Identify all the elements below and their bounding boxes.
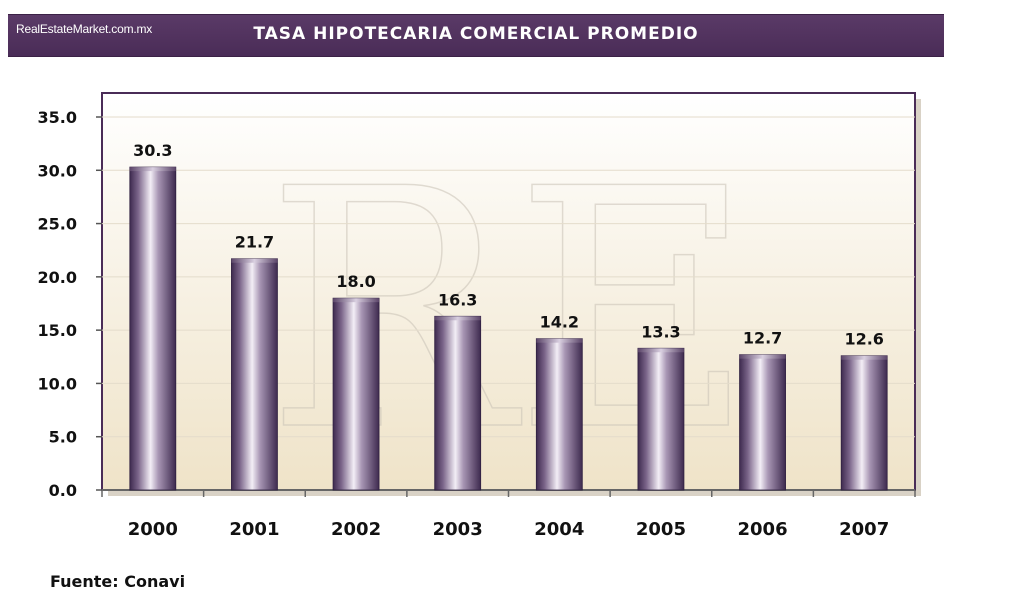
x-tick-label: 2003: [433, 519, 483, 540]
y-tick-label: 35.0: [38, 108, 77, 127]
bar-value-label: 14.2: [540, 313, 579, 332]
bar-value-label: 30.3: [133, 141, 172, 160]
y-tick-label: 20.0: [38, 268, 77, 287]
x-tick-label: 2006: [738, 519, 788, 540]
bar: [637, 347, 685, 491]
source-note: Fuente: Conavi: [50, 572, 186, 591]
x-tick-label: 2002: [331, 519, 381, 540]
bar-cap: [231, 258, 278, 263]
x-tick-label: 2000: [128, 519, 178, 540]
bar: [231, 258, 278, 491]
bar-value-label: 18.0: [336, 272, 375, 291]
y-tick-label: 30.0: [38, 161, 77, 180]
bar: [129, 166, 177, 491]
y-tick-label: 15.0: [38, 321, 77, 340]
title-banner: RealEstateMarket.com.mx TASA HIPOTECARIA…: [8, 14, 944, 57]
x-tick-label: 2001: [229, 519, 279, 540]
bar-value-label: 21.7: [235, 233, 274, 252]
chart-title: TASA HIPOTECARIA COMERCIAL PROMEDIO: [253, 24, 699, 44]
bar-value-label: 12.6: [844, 330, 883, 349]
bar-value-label: 16.3: [438, 290, 477, 309]
bar-cap: [637, 348, 684, 353]
bar-cap: [434, 316, 481, 321]
brand-logo-text: RealEstateMarket.com.mx: [16, 22, 153, 36]
bar: [434, 315, 482, 491]
bar: [332, 297, 380, 491]
y-tick-label: 25.0: [38, 215, 77, 234]
x-tick-label: 2004: [534, 519, 584, 540]
y-tick-label: 10.0: [38, 374, 77, 393]
bar-cap: [841, 355, 888, 360]
bar-cap: [333, 298, 380, 303]
bar: [840, 355, 888, 491]
bar: [739, 354, 786, 491]
y-tick-label: 5.0: [49, 428, 77, 447]
bar-cap: [129, 167, 176, 172]
bar-cap: [739, 354, 786, 359]
bar: [535, 338, 583, 491]
bar-chart: RE0.05.010.015.020.025.030.035.030.32000…: [38, 92, 921, 540]
x-tick-label: 2005: [636, 519, 686, 540]
x-tick-label: 2007: [839, 519, 889, 540]
bar-cap: [536, 338, 583, 343]
bar-value-label: 12.7: [743, 329, 782, 348]
bar-value-label: 13.3: [641, 322, 680, 341]
y-tick-label: 0.0: [49, 481, 77, 500]
